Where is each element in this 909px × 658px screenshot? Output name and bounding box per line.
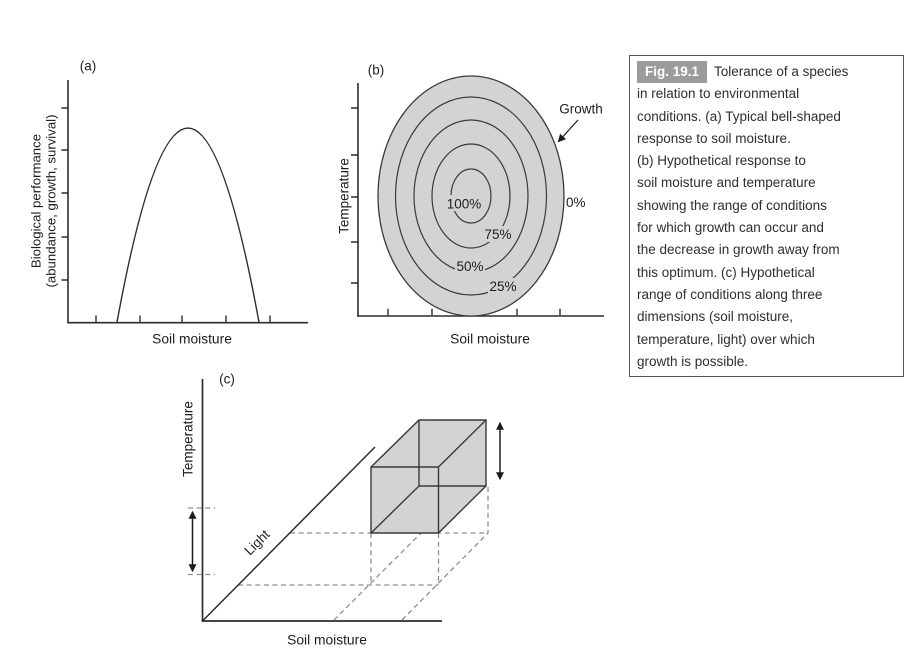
panel-b-tag: (b) xyxy=(368,63,385,78)
caption-line: soil moisture and temperature xyxy=(637,175,816,191)
panel-c-temperature-label: Temperature xyxy=(181,401,196,477)
panel-c: (c) Temper xyxy=(181,372,504,648)
panel-c-soil-moisture-label: Soil moisture xyxy=(287,633,367,648)
panel-a-y-label-line2: (abundance, growth, survival) xyxy=(44,115,59,288)
panel-c-light-axis xyxy=(201,446,376,622)
growth-arrow xyxy=(557,119,579,143)
panel-a: (a) Biological performance (abundance, g… xyxy=(29,59,308,347)
contour-label-75: 75% xyxy=(484,227,511,242)
panel-a-x-label: Soil moisture xyxy=(152,332,232,347)
tolerance-box-edges xyxy=(370,419,487,534)
caption-line: showing the range of conditions xyxy=(637,197,827,213)
panel-b-y-ticks xyxy=(351,107,358,284)
contour-label-50: 50% xyxy=(456,259,483,274)
caption-line: growth is possible. xyxy=(637,353,749,369)
caption-line: response to soil moisture. xyxy=(637,130,791,146)
caption-line: the decrease in growth away from xyxy=(637,242,840,258)
caption-line: dimensions (soil moisture, xyxy=(637,309,794,325)
contour-label-0: 0% xyxy=(566,195,586,210)
caption-line: (b) Hypothetical response to xyxy=(637,153,806,169)
contour-label-25: 25% xyxy=(489,279,516,294)
panel-b-x-label: Soil moisture xyxy=(450,332,530,347)
caption-text: Tolerance of a species xyxy=(714,64,849,79)
contour-label-masks xyxy=(444,195,518,294)
contour-label-100: 100% xyxy=(447,197,482,212)
caption-line: temperature, light) over which xyxy=(637,331,815,347)
panel-a-y-label-line1: Biological performance xyxy=(29,134,44,268)
panel-a-y-ticks xyxy=(61,107,68,281)
figure-number-badge: Fig. 19.1 xyxy=(637,61,708,83)
panel-a-tag: (a) xyxy=(80,59,97,74)
contour-ellipse-25pct xyxy=(394,96,548,296)
panel-b: (b) 100% 75% 50% 25% 0% xyxy=(337,63,604,347)
panel-b-y-label: Temperature xyxy=(337,158,352,234)
panel-c-light-label: Light xyxy=(241,527,272,558)
figure-caption-box: Fig. 19.1 Tolerance of a species in relat… xyxy=(629,55,904,377)
growth-annotation: Growth xyxy=(559,102,603,117)
caption-line: in relation to environmental xyxy=(637,86,800,102)
caption-line: Fig. 19.1 Tolerance of a species xyxy=(637,61,896,83)
panel-c-tag: (c) xyxy=(219,372,235,387)
contour-ellipse-75pct xyxy=(431,143,511,249)
caption-line: this optimum. (c) Hypothetical xyxy=(637,264,815,280)
caption-line: range of conditions along three xyxy=(637,286,823,302)
caption-line: for which growth can occur and xyxy=(637,220,824,236)
bell-curve xyxy=(116,127,260,323)
caption-line: conditions. (a) Typical bell-shaped xyxy=(637,108,841,124)
panel-a-x-ticks xyxy=(95,315,271,322)
